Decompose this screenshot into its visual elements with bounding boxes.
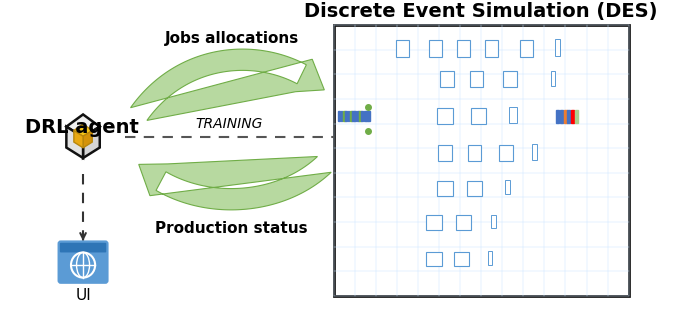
Text: Production status: Production status — [155, 221, 308, 236]
Bar — [564, 110, 566, 123]
FancyBboxPatch shape — [60, 243, 106, 252]
Bar — [340, 111, 342, 121]
FancyBboxPatch shape — [520, 40, 534, 57]
Bar — [350, 111, 351, 121]
Bar — [343, 111, 345, 121]
Text: TRAINING: TRAINING — [195, 117, 263, 132]
FancyBboxPatch shape — [395, 40, 409, 57]
Polygon shape — [74, 131, 83, 148]
Bar — [506, 180, 510, 194]
FancyBboxPatch shape — [456, 215, 471, 230]
Bar — [357, 111, 359, 121]
Bar — [575, 110, 577, 123]
FancyBboxPatch shape — [468, 145, 482, 161]
Polygon shape — [83, 131, 92, 148]
Bar — [369, 111, 371, 121]
FancyBboxPatch shape — [334, 25, 629, 296]
Text: Jobs allocations: Jobs allocations — [164, 31, 299, 46]
Bar — [345, 111, 347, 121]
Bar — [347, 111, 349, 121]
Bar — [366, 111, 368, 121]
FancyBboxPatch shape — [503, 71, 516, 87]
Bar — [509, 107, 517, 123]
FancyBboxPatch shape — [437, 181, 453, 196]
FancyBboxPatch shape — [457, 40, 471, 57]
Bar — [359, 111, 361, 121]
Text: DRL agent: DRL agent — [25, 118, 138, 137]
Bar — [551, 70, 556, 86]
Bar — [488, 252, 493, 265]
FancyBboxPatch shape — [59, 242, 107, 282]
Bar — [556, 110, 559, 123]
Polygon shape — [66, 114, 100, 137]
Bar — [352, 111, 354, 121]
Bar — [491, 215, 496, 228]
FancyBboxPatch shape — [467, 181, 482, 196]
Bar — [338, 111, 340, 121]
FancyBboxPatch shape — [499, 145, 513, 161]
FancyBboxPatch shape — [429, 40, 443, 57]
FancyBboxPatch shape — [470, 71, 484, 87]
Bar — [355, 111, 356, 121]
Polygon shape — [83, 127, 100, 158]
Bar — [532, 144, 537, 159]
FancyBboxPatch shape — [438, 145, 451, 161]
Bar — [567, 110, 570, 123]
FancyBboxPatch shape — [484, 40, 498, 57]
Polygon shape — [74, 124, 92, 136]
FancyBboxPatch shape — [437, 108, 453, 124]
Bar — [556, 39, 560, 56]
Bar — [362, 111, 363, 121]
Polygon shape — [131, 49, 324, 121]
FancyBboxPatch shape — [426, 252, 442, 266]
Bar — [560, 110, 563, 123]
FancyBboxPatch shape — [426, 215, 442, 230]
Polygon shape — [66, 127, 83, 158]
FancyBboxPatch shape — [454, 252, 469, 266]
Polygon shape — [139, 156, 331, 210]
Text: UI: UI — [75, 288, 91, 303]
Bar — [571, 110, 574, 123]
FancyBboxPatch shape — [440, 71, 453, 87]
FancyBboxPatch shape — [471, 108, 486, 124]
Bar — [364, 111, 366, 121]
Text: Discrete Event Simulation (DES): Discrete Event Simulation (DES) — [304, 2, 658, 21]
